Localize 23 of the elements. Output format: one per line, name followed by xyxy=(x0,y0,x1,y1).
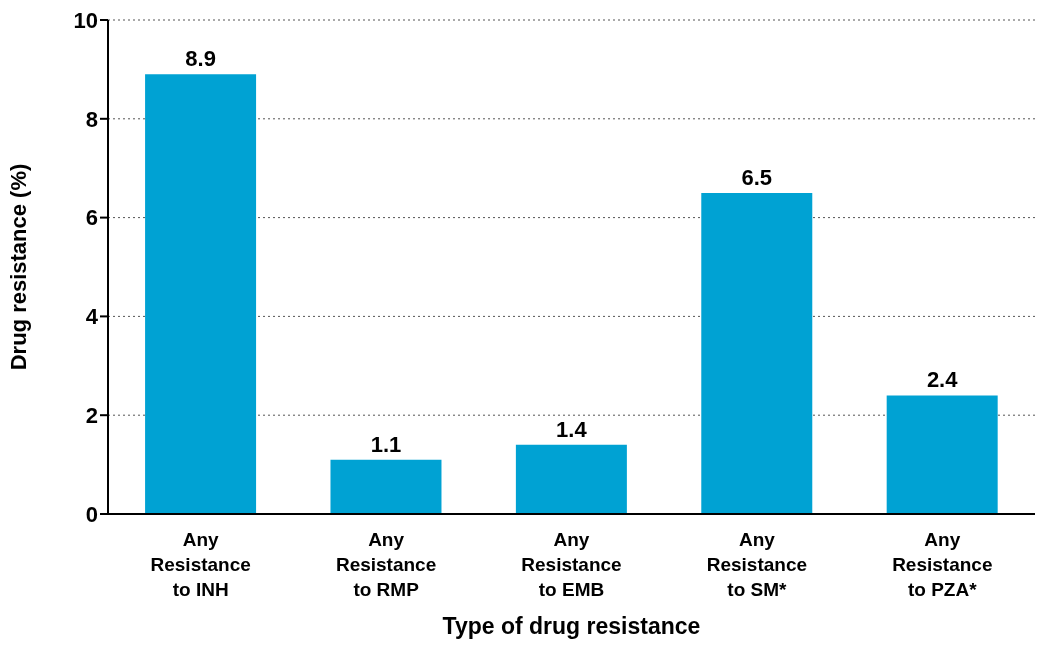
bar xyxy=(701,192,813,514)
data-label: 1.4 xyxy=(556,416,588,442)
y-tick-label: 2 xyxy=(85,403,98,429)
y-tick-label: 6 xyxy=(85,205,98,231)
x-tick-label: Any Resistance to PZA* xyxy=(892,529,993,600)
x-tick-label: Any Resistance to SM* xyxy=(706,529,808,600)
x-tick-label: Any Resistance to EMB xyxy=(521,529,622,600)
y-tick-label: 10 xyxy=(73,7,98,33)
y-tick-label: 8 xyxy=(85,106,98,132)
data-label: 1.1 xyxy=(370,431,402,457)
data-label: 8.9 xyxy=(185,46,216,72)
bar xyxy=(145,74,257,514)
y-tick-label: 4 xyxy=(85,304,99,330)
x-axis-title: Type of drug resistance xyxy=(442,613,701,639)
x-tick-label: Any Resistance to INH xyxy=(150,529,251,600)
y-axis-title: Drug resistance (%) xyxy=(5,163,31,371)
data-label: 2.4 xyxy=(926,367,959,393)
bar xyxy=(515,444,627,514)
bar xyxy=(886,395,998,514)
y-tick-label: 0 xyxy=(85,501,98,527)
bar xyxy=(330,459,442,514)
data-label: 6.5 xyxy=(741,164,773,190)
x-tick-label: Any Resistance to RMP xyxy=(335,529,437,600)
